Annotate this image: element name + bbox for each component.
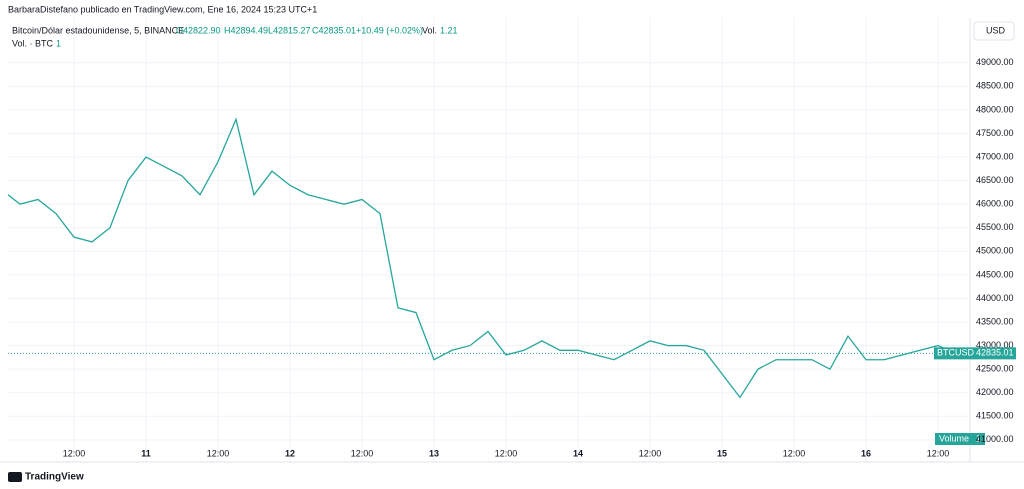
- price-line: [7, 117, 957, 399]
- x-tick-label: 12:00: [63, 448, 86, 458]
- x-tick-label: 16: [861, 448, 871, 458]
- volume-tag-value: 1: [976, 433, 981, 443]
- y-tick-label: 47500.00: [976, 128, 1014, 138]
- y-tick-label: 44000.00: [976, 293, 1014, 303]
- y-tick-label: 49000.00: [976, 57, 1014, 67]
- y-tick-label: 47000.00: [976, 151, 1014, 161]
- currency: USD: [986, 25, 1006, 35]
- y-tick-label: 43000.00: [976, 340, 1014, 350]
- x-tick-label: 12: [285, 448, 295, 458]
- y-tick-label: 46000.00: [976, 199, 1014, 209]
- x-tick-label: 14: [573, 448, 583, 458]
- ohlc-low: L42815.27: [268, 25, 311, 35]
- change: +10.49 (+0.02%): [356, 25, 423, 35]
- y-tick-label: 43500.00: [976, 316, 1014, 326]
- x-tick-label: 11: [141, 448, 151, 458]
- currency-button[interactable]: [973, 21, 1015, 41]
- y-tick-label: 45000.00: [976, 246, 1014, 256]
- y-tick-label: 45500.00: [976, 222, 1014, 232]
- y-tick-label: 41000.00: [976, 434, 1014, 444]
- ohlc-close: C42835.01: [312, 25, 356, 35]
- last-price: 42835.01: [976, 348, 1014, 358]
- y-tick-label: 46500.00: [976, 175, 1014, 185]
- volume-study-value: 1: [56, 38, 61, 48]
- y-tick-label: 42000.00: [976, 387, 1014, 397]
- ohlc-open: O42822.90: [176, 25, 221, 35]
- x-tick-label: 12:00: [639, 448, 662, 458]
- x-tick-label: 12:00: [783, 448, 806, 458]
- logo: TradingView: [25, 472, 84, 483]
- y-tick-label: 41500.00: [976, 411, 1014, 421]
- symbol: Bitcoin/Dólar estadounidense, 5, BINANCE: [12, 25, 184, 35]
- y-tick-label: 44500.00: [976, 269, 1014, 279]
- x-tick-label: 12:00: [351, 448, 374, 458]
- vol-label: Vol.: [422, 25, 437, 35]
- x-tick-label: 12:00: [495, 448, 518, 458]
- x-tick-label: 13: [429, 448, 439, 458]
- vol-value: 1.21: [440, 25, 458, 35]
- logo-icon: [8, 472, 22, 482]
- y-tick-label: 48500.00: [976, 81, 1014, 91]
- last-price-tag: [934, 347, 1016, 360]
- x-tick-label: 15: [717, 448, 727, 458]
- y-tick-label: 48000.00: [976, 104, 1014, 114]
- y-tick-label: 42500.00: [976, 364, 1014, 374]
- ohlc-high: H42894.49: [224, 25, 268, 35]
- volume-study: Vol. · BTC: [12, 38, 54, 48]
- x-tick-label: 12:00: [207, 448, 230, 458]
- byline: BarbaraDistefano publicado en TradingVie…: [8, 4, 317, 14]
- series-name: BTCUSD: [937, 348, 975, 358]
- x-tick-label: 12:00: [927, 448, 950, 458]
- volume-tag: [935, 433, 985, 445]
- volume-tag-label: Volume: [939, 433, 969, 443]
